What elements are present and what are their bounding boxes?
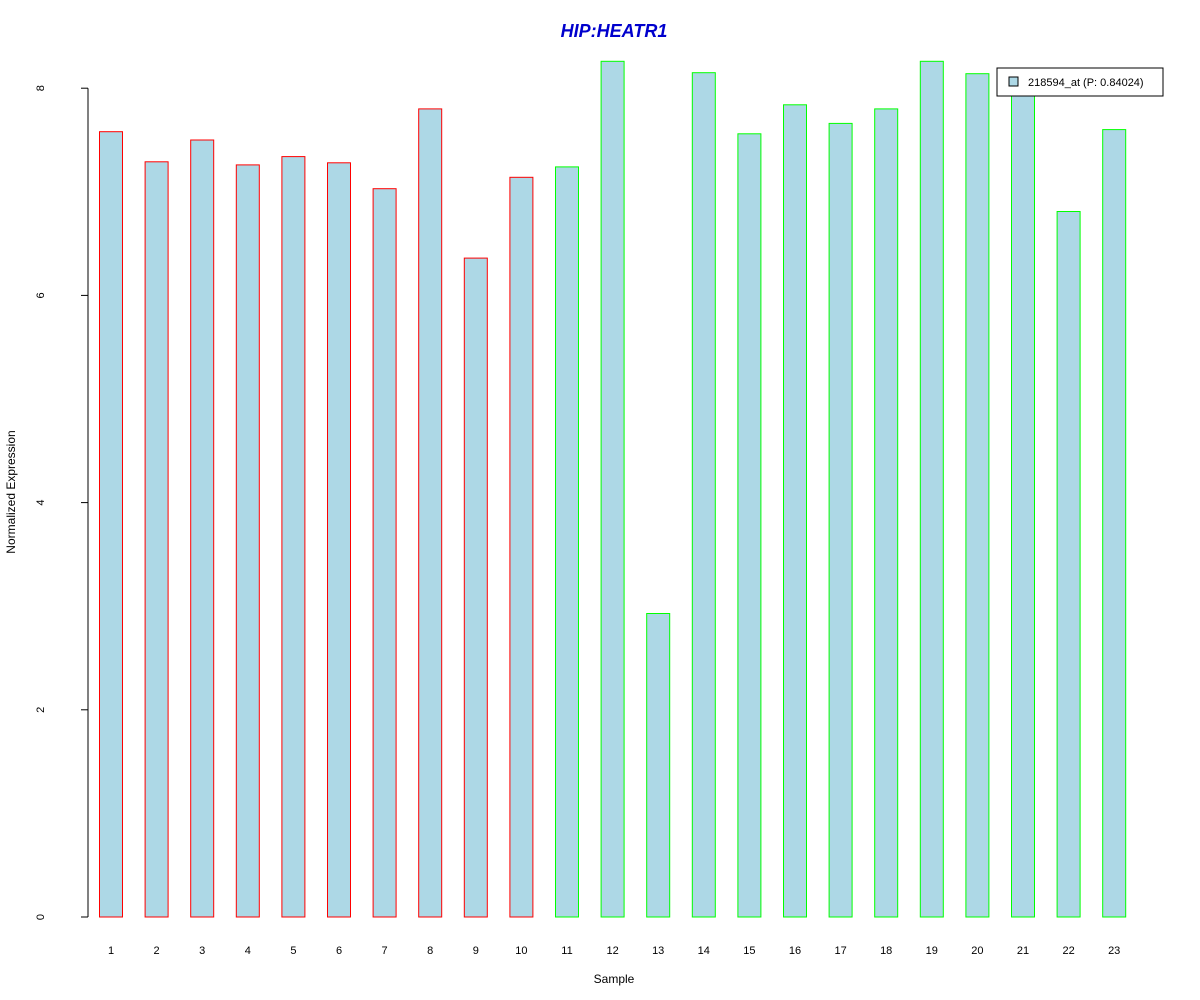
legend-label: 218594_at (P: 0.84024): [1028, 77, 1144, 89]
x-tick-label: 19: [926, 945, 938, 957]
x-tick-labels: 1 2 3 4 5 6 7 8 9 10 11 12 13 14 15 16 17 18 19 20 21 22 23: [108, 945, 1120, 957]
bar: [1056, 211, 1081, 918]
x-tick-label: 20: [971, 945, 983, 957]
bar: [190, 139, 215, 918]
y-tick-label: 8: [35, 85, 47, 91]
bar: [372, 188, 397, 918]
x-axis-label: Sample: [594, 972, 635, 986]
bar: [828, 122, 853, 918]
x-tick-label: 23: [1108, 945, 1120, 957]
x-tick-label: 16: [789, 945, 801, 957]
bar: [144, 161, 169, 918]
y-tick-label: 4: [35, 500, 47, 506]
bar: [965, 73, 990, 918]
bar: [463, 257, 488, 918]
x-tick-label: 1: [108, 945, 114, 957]
y-axis: 0 2 4 6 8: [35, 85, 89, 920]
bar: [600, 60, 625, 918]
y-axis-label: Normalized Expression: [4, 430, 18, 553]
y-tick-label: 0: [35, 914, 47, 920]
x-tick-label: 22: [1062, 945, 1074, 957]
bar: [919, 60, 944, 918]
bar: [1102, 129, 1127, 918]
bars: [99, 60, 1127, 918]
bar: [235, 164, 260, 918]
x-tick-label: 17: [834, 945, 846, 957]
x-tick-label: 21: [1017, 945, 1029, 957]
legend-box: [996, 67, 1164, 97]
x-tick-label: 5: [290, 945, 296, 957]
bar: [509, 176, 534, 918]
x-tick-label: 6: [336, 945, 342, 957]
x-tick-label: 18: [880, 945, 892, 957]
x-tick-label: 13: [652, 945, 664, 957]
bar: [1011, 92, 1035, 918]
x-tick-label: 15: [743, 945, 755, 957]
y-tick-label: 6: [35, 292, 47, 298]
bar: [691, 72, 716, 918]
y-tick-label: 2: [35, 707, 47, 713]
x-tick-label: 7: [382, 945, 388, 957]
bar: [646, 613, 671, 918]
bar: [418, 108, 443, 918]
bar: [281, 156, 306, 918]
bar: [783, 104, 807, 918]
bar: [99, 131, 123, 918]
legend-swatch: [1008, 76, 1019, 87]
x-tick-label: 3: [199, 945, 205, 957]
x-tick-label: 2: [154, 945, 160, 957]
x-tick-label: 10: [515, 945, 527, 957]
bar: [737, 133, 762, 918]
bar: [874, 108, 899, 918]
chart-title: HIP:HEATR1: [561, 21, 668, 41]
legend: 218594_at (P: 0.84024): [996, 67, 1164, 97]
x-tick-label: 9: [473, 945, 479, 957]
x-tick-label: 11: [561, 945, 572, 957]
x-tick-label: 4: [245, 945, 251, 957]
x-tick-label: 14: [698, 945, 710, 957]
bar: [327, 162, 351, 918]
x-tick-label: 8: [427, 945, 433, 957]
bar: [555, 166, 579, 918]
x-tick-label: 12: [606, 945, 618, 957]
